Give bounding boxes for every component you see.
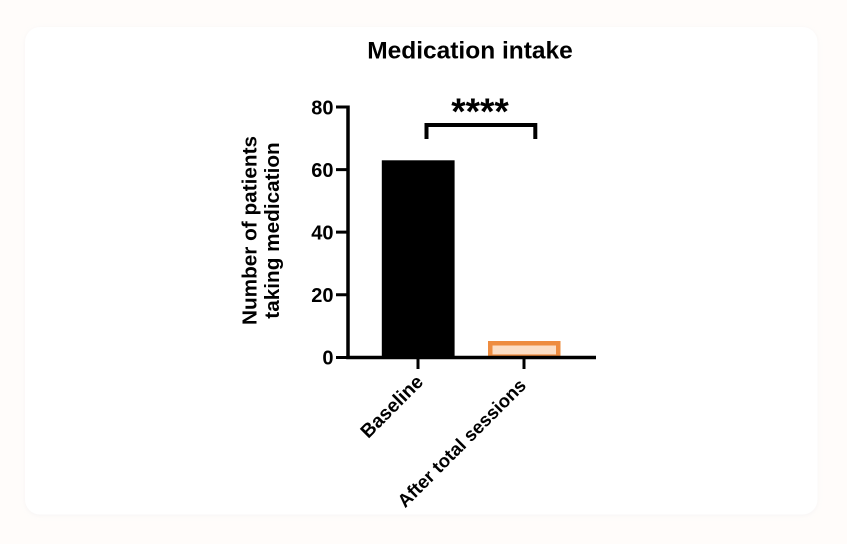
svg-text:0: 0 — [322, 348, 333, 370]
svg-text:Medication intake: Medication intake — [367, 38, 573, 65]
svg-text:40: 40 — [311, 222, 333, 244]
svg-text:****: **** — [451, 91, 509, 132]
svg-text:taking medication: taking medication — [261, 142, 284, 318]
svg-text:Number of patients: Number of patients — [239, 136, 262, 325]
svg-text:80: 80 — [311, 97, 333, 119]
svg-text:20: 20 — [311, 285, 333, 307]
svg-text:60: 60 — [311, 160, 333, 182]
